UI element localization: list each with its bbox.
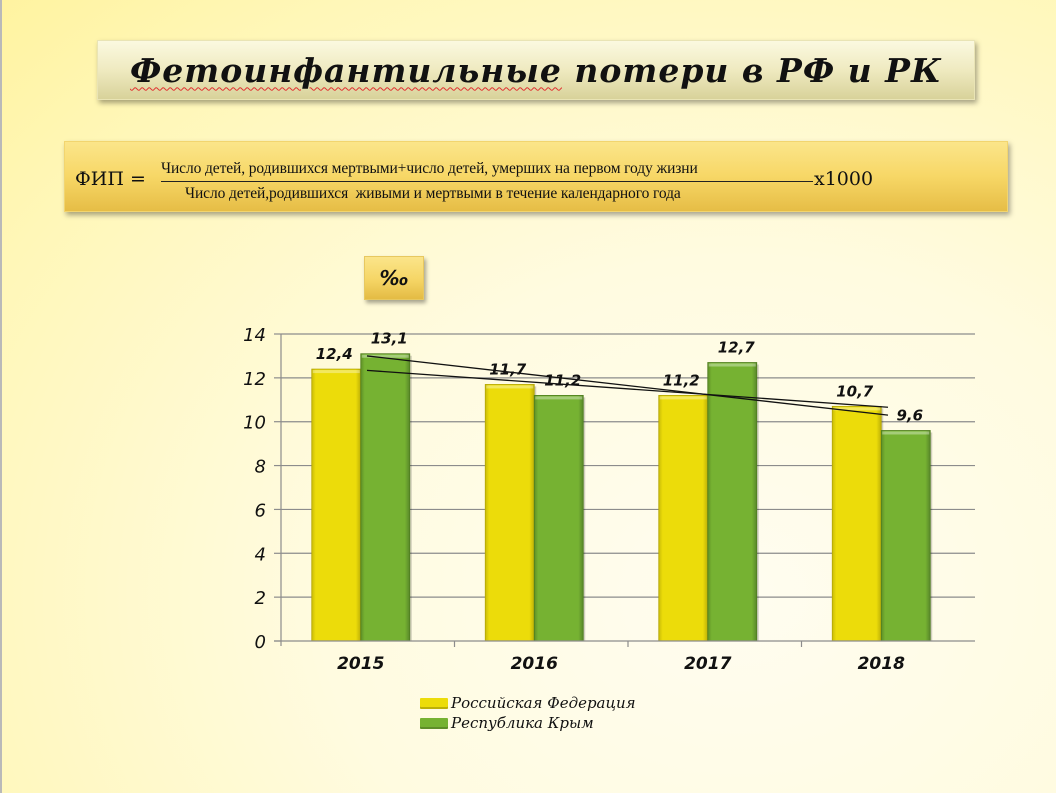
bar-highlight bbox=[833, 407, 881, 411]
bar-highlight bbox=[361, 354, 409, 358]
x-tick-label: 2017 bbox=[684, 654, 731, 674]
chart-legend: Российская Федерация Республика Крым bbox=[420, 693, 636, 733]
data-labels: 12,4 11,7 11,2 10,7 13,1 11,2 12,7 9,6 bbox=[316, 330, 923, 425]
data-label: 12,7 bbox=[718, 339, 756, 357]
bar-highlight bbox=[882, 431, 930, 435]
y-tick-label: 2 bbox=[255, 588, 266, 609]
x-tick-label: 2018 bbox=[858, 654, 905, 674]
data-label: 10,7 bbox=[836, 382, 874, 400]
title-rest: потери в РФ и РК bbox=[561, 50, 942, 90]
y-tick-label: 10 bbox=[243, 413, 266, 434]
bar-rf-2016 bbox=[484, 384, 535, 642]
bar-rk-2015 bbox=[360, 353, 411, 642]
unit-badge: ‰ bbox=[364, 256, 424, 300]
trend-lines bbox=[366, 355, 889, 416]
bar-rf-2015 bbox=[311, 368, 362, 642]
legend-item-rk: Республика Крым bbox=[420, 713, 636, 733]
x-tick-label: 2016 bbox=[511, 654, 558, 674]
data-label: 13,1 bbox=[371, 330, 408, 348]
title-banner: Фетоинфантильные потери в РФ и РК bbox=[97, 40, 975, 100]
bar-highlight bbox=[486, 385, 534, 389]
bar-highlight bbox=[535, 396, 583, 400]
legend-label-rf: Российская Федерация bbox=[451, 694, 636, 712]
bar-rk-2018 bbox=[880, 430, 931, 642]
y-tick-label: 8 bbox=[255, 457, 266, 478]
slide-left-border bbox=[0, 0, 2, 793]
bar-highlight bbox=[312, 370, 360, 374]
trend-line-rk bbox=[366, 355, 889, 416]
y-tick-label: 0 bbox=[255, 632, 266, 653]
data-label: 12,4 bbox=[316, 345, 353, 363]
bar-rf-2018 bbox=[831, 405, 882, 642]
x-axis: 2015 2016 2017 2018 bbox=[274, 640, 975, 674]
y-tick-label: 12 bbox=[243, 369, 266, 390]
formula-numerator: Число детей, родившихся мертвыми+число д… bbox=[161, 160, 698, 177]
y-tick-label: 6 bbox=[255, 500, 266, 521]
bar-highlight bbox=[708, 363, 756, 367]
legend-item-rf: Российская Федерация bbox=[420, 693, 636, 713]
y-tick-label: 4 bbox=[255, 544, 266, 565]
trend-line-rf bbox=[366, 369, 889, 408]
data-label: 11,2 bbox=[544, 371, 581, 389]
bar-highlight bbox=[659, 396, 707, 400]
chart-bars bbox=[311, 353, 933, 642]
data-label: 9,6 bbox=[896, 406, 923, 424]
bar-rk-2016 bbox=[533, 394, 584, 642]
formula-denominator: Число детей,родившихся живыми и мертвыми… bbox=[185, 185, 681, 202]
formula-fraction: Число детей, родившихся мертвыми+число д… bbox=[161, 160, 813, 203]
bar-rf-2017 bbox=[658, 394, 709, 642]
legend-label-rk: Республика Крым bbox=[451, 714, 594, 732]
formula-banner: ФИП = Число детей, родившихся мертвыми+ч… bbox=[64, 141, 1008, 212]
fraction-line bbox=[161, 181, 813, 182]
formula-multiplier: х1000 bbox=[814, 168, 874, 190]
slide-title: Фетоинфантильные потери в РФ и РК bbox=[130, 51, 942, 90]
bar-rk-2017 bbox=[707, 362, 758, 642]
legend-swatch-rk bbox=[420, 717, 448, 729]
title-misspelled-word: Фетоинфантильные bbox=[129, 50, 562, 90]
data-label: 11,2 bbox=[663, 371, 700, 389]
y-axis: 0 2 4 6 8 10 12 14 bbox=[243, 325, 282, 653]
y-tick-label: 14 bbox=[243, 325, 266, 346]
x-tick-label: 2015 bbox=[337, 654, 384, 674]
formula-lhs: ФИП = bbox=[75, 168, 146, 190]
data-label: 11,7 bbox=[489, 360, 527, 378]
legend-swatch-rf bbox=[420, 697, 448, 709]
